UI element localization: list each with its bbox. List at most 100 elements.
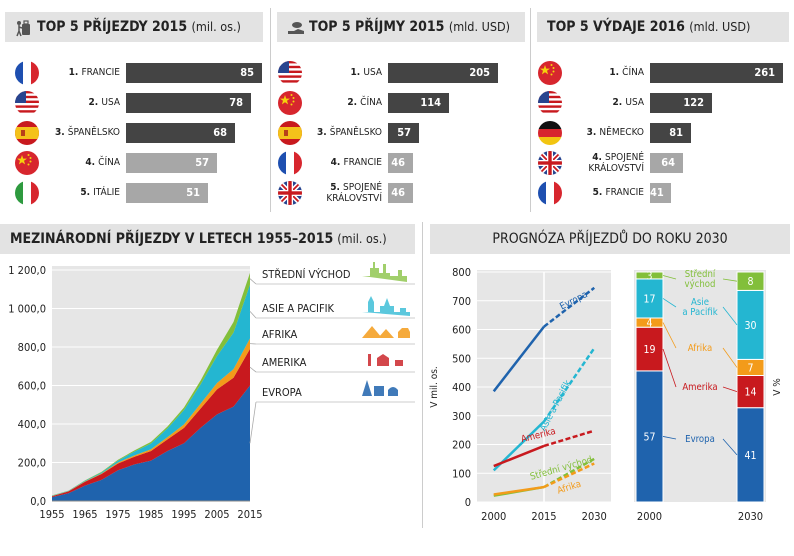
bar: 41 [650,183,671,203]
y-tick-label: 1 200,0 [8,264,46,277]
top5-header: TOP 5 PŘÍJMY 2015 (mld. USD) [277,12,525,42]
segment-value: 3 [646,270,652,282]
country-label: 4. FRANCIE [278,157,382,168]
country-label: 2. ČÍNA [278,97,382,108]
country-name: ITÁLIE [93,187,120,198]
region-landmark-icon [362,326,410,338]
country-label: 2. USA [540,97,644,108]
segment-value: 41 [744,450,756,462]
rank: 3. [317,127,330,138]
series-label: Amerika [682,382,717,393]
country-label: 2. USA [12,97,120,108]
bar: 81 [650,123,691,143]
y-tick-label: 400,0 [18,418,46,431]
y-tick-label: 500 [452,352,471,365]
y-tick-label: 100 [452,467,471,480]
bar: 46 [388,153,413,173]
money-icon [287,18,305,36]
y-tick-label: 300 [452,410,471,423]
forecast-stacked-chart: 571941732000411473082030EvropaAmerikaAfr… [624,255,794,530]
rank: 5. [80,187,93,198]
country-label: 5. FRANCIE [540,187,644,198]
country-label: 3. NĚMECKO [540,127,644,138]
country-name: USA [625,97,644,108]
rank: 5. [330,182,343,193]
x-tick-label: 2005 [204,508,229,521]
country-name: ČÍNA [98,157,120,168]
bar: 68 [126,123,235,143]
y-tick-label: 1 000,0 [8,303,46,316]
series-label: Evropa [685,434,715,445]
divider [530,8,531,212]
top5-title: TOP 5 PŘÍJEZDY 2015 [37,19,191,35]
series-label: Afrika [688,343,712,354]
country-name: ŠPANĚLSKO [68,127,120,138]
segment-value: 14 [744,387,756,399]
region-landmark-icon [362,354,403,366]
legend-leader [250,367,256,372]
y-tick-label: 0 [465,496,471,509]
bar: 64 [650,153,683,173]
country-label: 4. SPOJENÉ KRÁLOVSTVÍ [540,152,644,174]
country-label: 4. ČÍNA [12,157,120,168]
segment-value: 17 [643,293,655,305]
legend-leader [250,279,256,284]
bar: 57 [388,123,419,143]
x-tick-label: 2000 [481,510,506,523]
rank: 1. [609,67,622,78]
legend-label: AFRIKA [262,328,298,341]
country-name: USA [363,67,382,78]
bar: 205 [388,63,498,83]
top5-unit: (mil. os.) [191,19,240,34]
rank: 1. [351,67,364,78]
y-tick-label: 700 [452,295,471,308]
country-label: 3. ŠPANĚLSKO [12,127,120,138]
y-axis-label: V % [772,378,783,396]
bar: 51 [126,183,208,203]
y-tick-label: 200 [452,439,471,452]
segment-value: 4 [646,318,652,330]
top5-unit: (mld. USD) [449,19,510,34]
region-landmark-icon [362,380,398,396]
x-tick-label: 2000 [637,510,662,523]
country-name: USA [101,97,120,108]
rank: 2. [613,97,626,108]
rank: 5. [593,187,606,198]
legend-label: STŘEDNÍ VÝCHOD [262,268,351,281]
bar: 85 [126,63,262,83]
country-label: 5. SPOJENÉ KRÁLOVSTVÍ [278,182,382,204]
bar: 46 [388,183,413,203]
area-chart-unit: (mil. os.) [337,231,386,246]
series-label: a Pacifik [682,307,717,318]
country-name: FRANCIE [343,157,382,168]
legend-leader [250,402,256,443]
country-name: FRANCIE [605,187,644,198]
segment-value: 19 [643,344,655,356]
top5-title: TOP 5 VÝDAJE 2016 [547,19,689,35]
country-label: 1. USA [278,67,382,78]
region-landmark-icon [362,262,407,282]
rank: 3. [55,127,68,138]
segment-value: 57 [643,431,655,443]
y-tick-label: 600 [452,324,471,337]
top5-header: TOP 5 VÝDAJE 2016 (mld. USD) [537,12,789,42]
legend-label: EVROPA [262,386,302,399]
divider [422,222,423,528]
y-tick-label: 200,0 [18,457,46,470]
legend-label: ASIE A PACIFIK [262,302,335,315]
x-tick-label: 1975 [105,508,130,521]
segment-value: 7 [747,362,753,374]
country-name: NĚMECKO [599,127,644,138]
country-name: ČÍNA [622,67,644,78]
area-chart-header: MEZINÁRODNÍ PŘÍJEZDY V LETECH 1955–2015 … [0,224,415,254]
area-chart-title: MEZINÁRODNÍ PŘÍJEZDY V LETECH 1955–2015 [10,231,333,247]
bar: 78 [126,93,251,113]
x-tick-label: 1985 [138,508,163,521]
country-name: ČÍNA [360,97,382,108]
luggage-icon [15,18,33,36]
legend-label: AMERIKA [262,356,307,369]
bar: 261 [650,63,783,83]
rank: 1. [69,67,82,78]
